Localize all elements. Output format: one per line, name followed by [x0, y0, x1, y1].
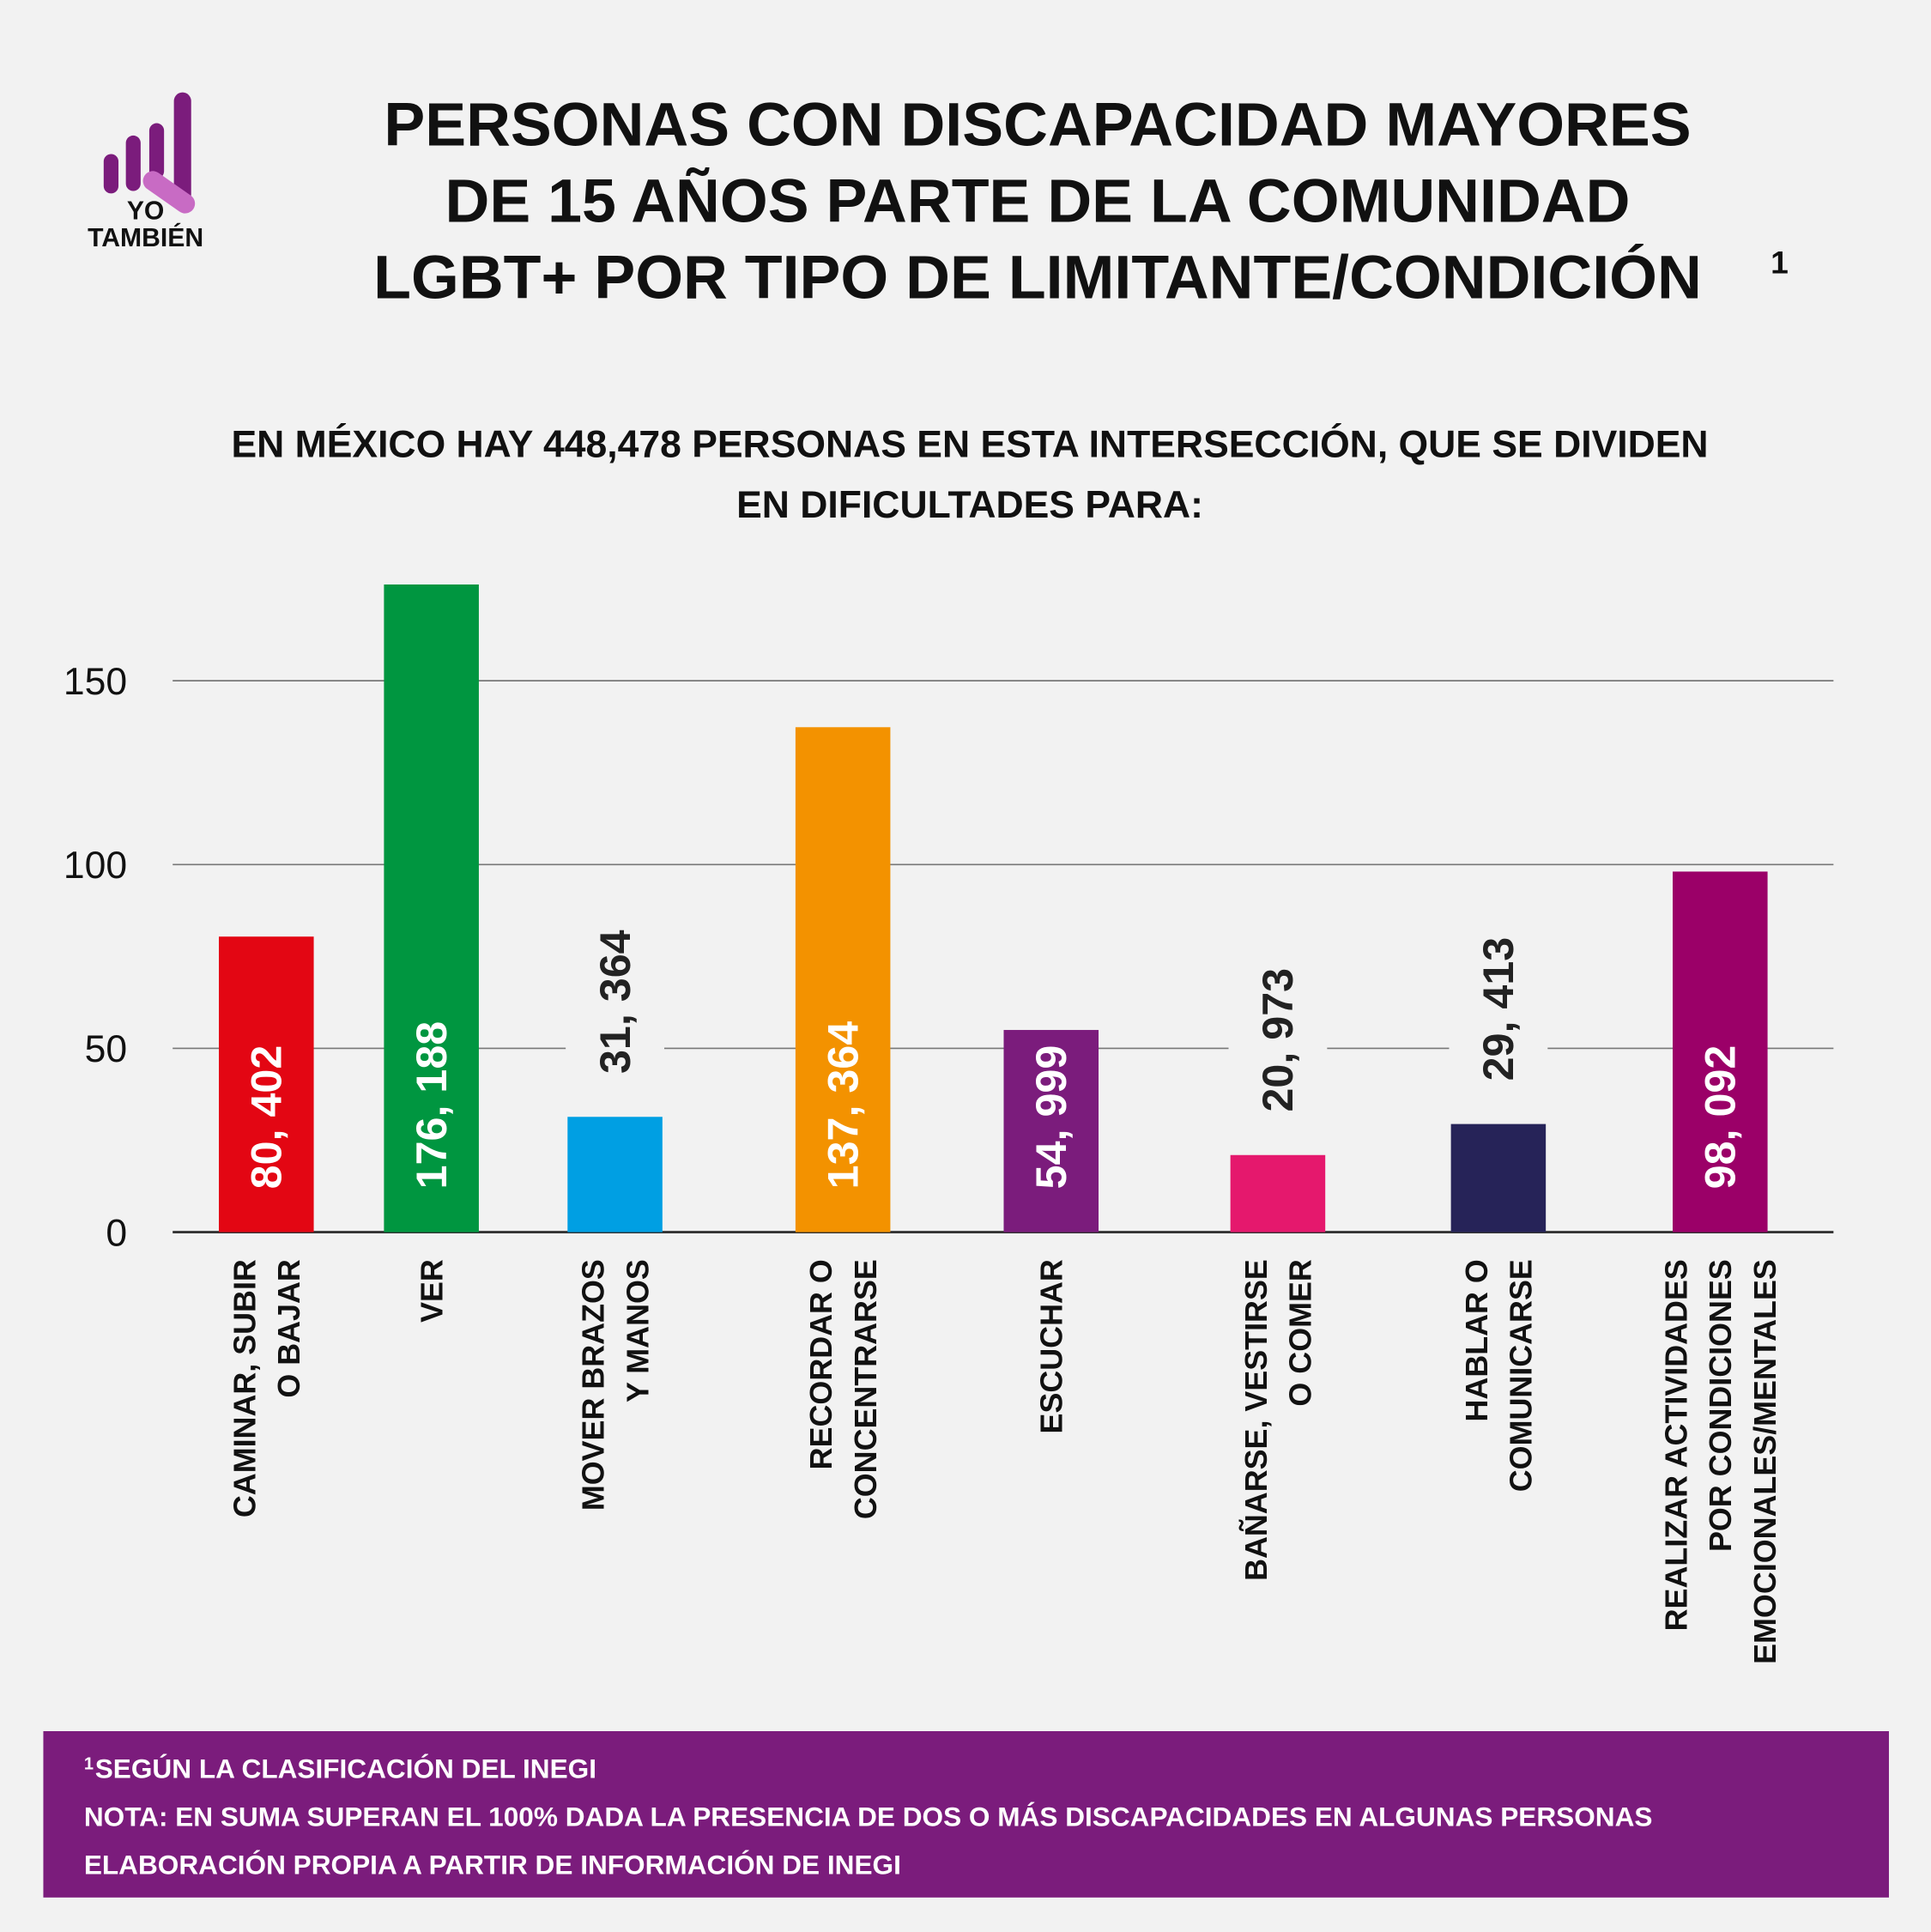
value-label: 137, 364: [819, 1021, 867, 1190]
y-tick-label: 0: [106, 1212, 127, 1254]
bar: [384, 584, 479, 1232]
value-label: 20, 973: [1254, 968, 1302, 1112]
footer-box: [43, 1730, 1889, 1898]
x-tick-label: HABLAR O COMUNICARSE: [1460, 1259, 1539, 1492]
bar: [795, 727, 891, 1232]
label-backdrop: [1228, 939, 1328, 1124]
value-label: 29, 413: [1474, 937, 1522, 1081]
bar: [219, 936, 314, 1232]
y-tick-label: 50: [85, 1028, 127, 1070]
x-tick-label: RECORDAR O CONCENTRARSE: [804, 1259, 883, 1519]
bar: [1450, 1123, 1547, 1232]
label-backdrop: [566, 901, 664, 1087]
value-label: 31, 364: [591, 930, 639, 1074]
x-tick-label: CAMINAR, SUBIR O BAJAR: [227, 1259, 306, 1517]
footnote-marker: 1: [84, 1755, 94, 1774]
y-tick-label: 100: [64, 845, 127, 887]
subtitle: EN MÉXICO HAY 448,478 PERSONAS EN ESTA I…: [231, 423, 1708, 526]
bar: [1003, 1030, 1099, 1232]
label-backdrop: [1449, 908, 1548, 1093]
logo-text: YO TAMBIÉN: [88, 197, 203, 253]
chart-title: PERSONAS CON DISCAPACIDAD MAYORES DE 15 A…: [373, 90, 1702, 312]
footnote: ELABORACIÓN PROPIA A PARTIR DE INFORMACI…: [84, 1850, 901, 1881]
x-tick-label: BAÑARSE, VESTIRSE O COMER: [1239, 1259, 1318, 1581]
title-note: 1: [1771, 245, 1789, 281]
footnote: SEGÚN LA CLASIFICACIÓN DEL INEGI: [95, 1753, 596, 1784]
x-tick-label: MOVER BRAZOS Y MANOS: [577, 1259, 656, 1511]
x-tick-label: REALIZAR ACTIVIDADES POR CONDICIONES EMOCI…: [1660, 1259, 1783, 1664]
bar: [567, 1117, 663, 1232]
value-label: 98, 092: [1697, 1045, 1745, 1190]
value-label: 176, 188: [408, 1021, 456, 1190]
value-label: 54, 999: [1027, 1045, 1075, 1190]
logo-icon: [103, 92, 196, 214]
y-tick-label: 150: [64, 661, 127, 703]
value-label: 80, 402: [243, 1045, 291, 1190]
bar: [1230, 1154, 1326, 1232]
x-tick-label: VER: [415, 1259, 450, 1323]
footnote: NOTA: EN SUMA SUPERAN EL 100% DADA LA PR…: [84, 1802, 1653, 1832]
x-tick-label: ESCUCHAR: [1035, 1259, 1069, 1433]
bar: [1673, 871, 1768, 1232]
